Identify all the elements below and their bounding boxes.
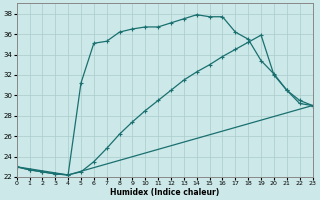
- X-axis label: Humidex (Indice chaleur): Humidex (Indice chaleur): [110, 188, 219, 197]
